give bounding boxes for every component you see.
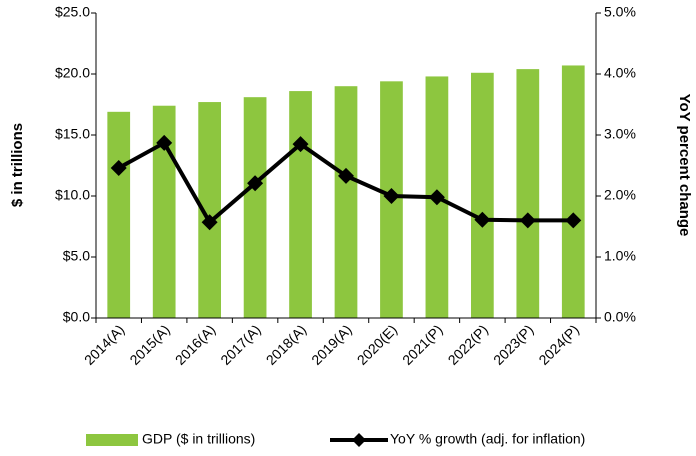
bar <box>152 105 176 318</box>
y2-tick-label: 0.0% <box>604 309 636 325</box>
y-tick-label: $15.0 <box>55 126 90 142</box>
bar <box>334 86 358 318</box>
y2-tick-label: 1.0% <box>604 248 636 264</box>
marker <box>565 212 582 229</box>
legend-label: GDP ($ in trillions) <box>142 431 255 447</box>
legend-label: YoY % growth (adj. for inflation) <box>390 431 585 447</box>
x-tick-label: 2017(A) <box>217 321 264 368</box>
x-tick-label: 2015(A) <box>126 321 173 368</box>
y2-tick-label: 2.0% <box>604 187 636 203</box>
bar <box>289 91 312 318</box>
y2-tick-label: 4.0% <box>604 65 636 81</box>
x-tick-label: 2023(P) <box>490 321 537 368</box>
marker <box>292 136 309 153</box>
marker <box>519 212 536 229</box>
y-tick-label: $10.0 <box>55 187 90 203</box>
legend-swatch <box>86 434 138 446</box>
marker <box>383 188 400 204</box>
bar <box>107 111 131 318</box>
y2-axis-label: YoY percent change <box>676 94 693 237</box>
y-tick-label: $0.0 <box>63 309 90 325</box>
bar <box>471 72 494 318</box>
x-tick-label: 2019(A) <box>308 321 355 368</box>
marker <box>110 159 127 176</box>
x-tick-label: 2020(E) <box>354 321 401 368</box>
bar <box>243 97 267 319</box>
marker <box>338 167 354 184</box>
x-tick-label: 2016(A) <box>172 321 219 368</box>
bar <box>198 102 221 318</box>
y2-tick-label: 5.0% <box>604 4 636 20</box>
y-tick-label: $5.0 <box>63 248 90 264</box>
x-tick-label: 2018(A) <box>263 321 310 368</box>
x-tick-label: 2022(P) <box>445 321 492 368</box>
y-tick-label: $25.0 <box>55 4 90 20</box>
legend-marker <box>352 433 366 447</box>
x-tick-label: 2024(P) <box>535 321 582 368</box>
y-axis-label: $ in trillions <box>9 123 26 207</box>
bar <box>516 69 540 319</box>
y-tick-label: $20.0 <box>55 65 90 81</box>
marker <box>156 134 173 151</box>
x-tick-label: 2014(A) <box>81 321 128 368</box>
x-tick-label: 2021(P) <box>399 321 446 368</box>
marker <box>247 175 264 192</box>
marker <box>428 189 445 206</box>
marker <box>474 211 491 228</box>
y2-tick-label: 3.0% <box>604 126 636 142</box>
marker <box>201 214 218 231</box>
bar <box>561 65 585 319</box>
